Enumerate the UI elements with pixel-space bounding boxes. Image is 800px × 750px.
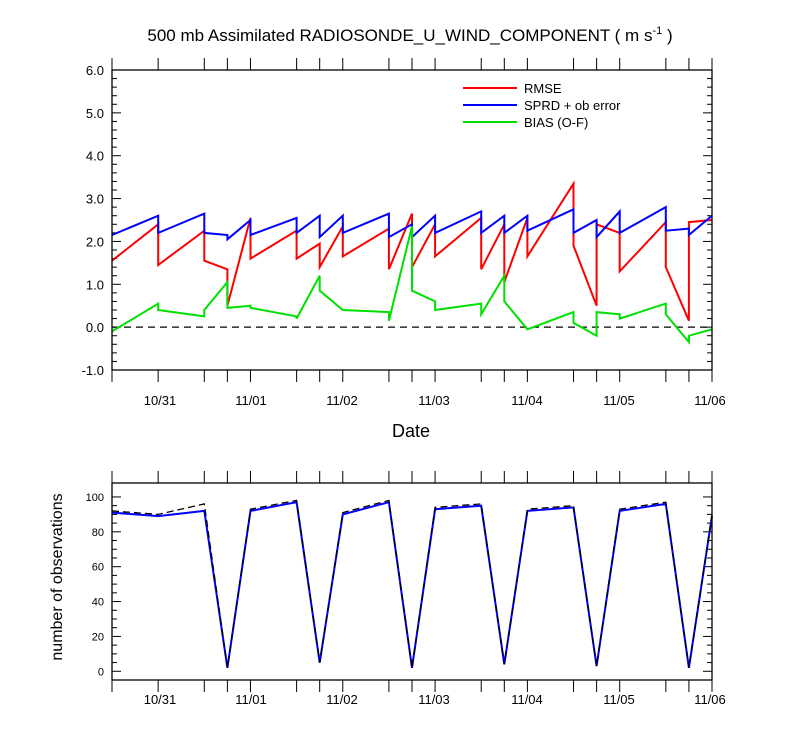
x-tick-label: 11/03 (418, 692, 450, 707)
series-line-rmse (111, 180, 713, 322)
x-tick-label: 11/02 (326, 393, 358, 408)
bottom-frame (111, 482, 713, 681)
y-tick-label: -1.0 (82, 363, 104, 378)
top-x-axis-label: Date (392, 421, 430, 441)
top-axes: -1.0 0.0 1.0 2.0 3.0 4.0 5.0 6.0 10/31 11/01 11/02… (82, 58, 726, 408)
y-tick-label: 6.0 (86, 63, 104, 78)
title-superscript: -1 (652, 25, 662, 37)
bottom-axes: 0 20 40 60 80 100 10/31 11/01 11/02 11/03 11/04 11/… (86, 471, 726, 707)
y-tick-label: 4.0 (86, 149, 104, 164)
bottom-plot-frame (111, 482, 713, 681)
legend-label: RMSE (524, 81, 562, 96)
y-tick-label: 80 (92, 527, 104, 539)
top-frame (111, 69, 713, 371)
y-tick-label: 100 (86, 492, 104, 504)
y-tick-label: 5.0 (86, 106, 104, 121)
title-main: 500 mb Assimilated RADIOSONDE_U_WIND_COM… (147, 26, 652, 45)
y-tick-label: 20 (92, 631, 104, 643)
x-tick-label: 11/04 (511, 393, 543, 408)
x-tick-label: 11/02 (326, 692, 358, 707)
y-tick-label: 40 (92, 597, 104, 609)
series-line-solid (111, 500, 713, 668)
y-tick-label: 0.0 (86, 320, 104, 335)
legend-label: BIAS (O-F) (524, 115, 588, 130)
bottom-y-axis-label: number of observations (49, 493, 66, 660)
x-tick-label: 11/03 (418, 393, 450, 408)
y-tick-label: 0 (98, 666, 104, 678)
y-tick-label: 60 (92, 562, 104, 574)
x-tick-label: 11/06 (694, 393, 726, 408)
y-tick-label: 3.0 (86, 192, 104, 207)
x-tick-label: 10/31 (144, 393, 177, 408)
top-plot-frame (111, 69, 713, 371)
x-tick-label: 11/06 (694, 692, 726, 707)
y-tick-label: 2.0 (86, 234, 104, 249)
bottom-chart: 0 20 40 60 80 100 10/31 11/01 11/02 11/03 11/04 11/… (49, 471, 726, 707)
series-line-sprd-ob-error (111, 205, 713, 242)
x-tick-label: 11/04 (511, 692, 543, 707)
y-tick-label: 1.0 (86, 277, 104, 292)
legend: RMSE SPRD + ob error BIAS (O-F) (463, 81, 621, 130)
series-line-bias-o-f- (111, 226, 713, 345)
x-tick-label: 11/05 (603, 393, 635, 408)
x-tick-label: 11/01 (235, 692, 267, 707)
x-tick-label: 11/05 (603, 692, 635, 707)
title-end: ) (662, 26, 672, 45)
top-chart: 500 mb Assimilated RADIOSONDE_U_WIND_COM… (82, 25, 726, 441)
bottom-series-group (111, 499, 713, 668)
series-line-dashed (111, 499, 713, 668)
top-series-group (111, 180, 713, 345)
top-chart-title: 500 mb Assimilated RADIOSONDE_U_WIND_COM… (147, 25, 672, 45)
legend-label: SPRD + ob error (524, 98, 621, 113)
x-tick-label: 11/01 (235, 393, 267, 408)
x-tick-label: 10/31 (144, 692, 177, 707)
